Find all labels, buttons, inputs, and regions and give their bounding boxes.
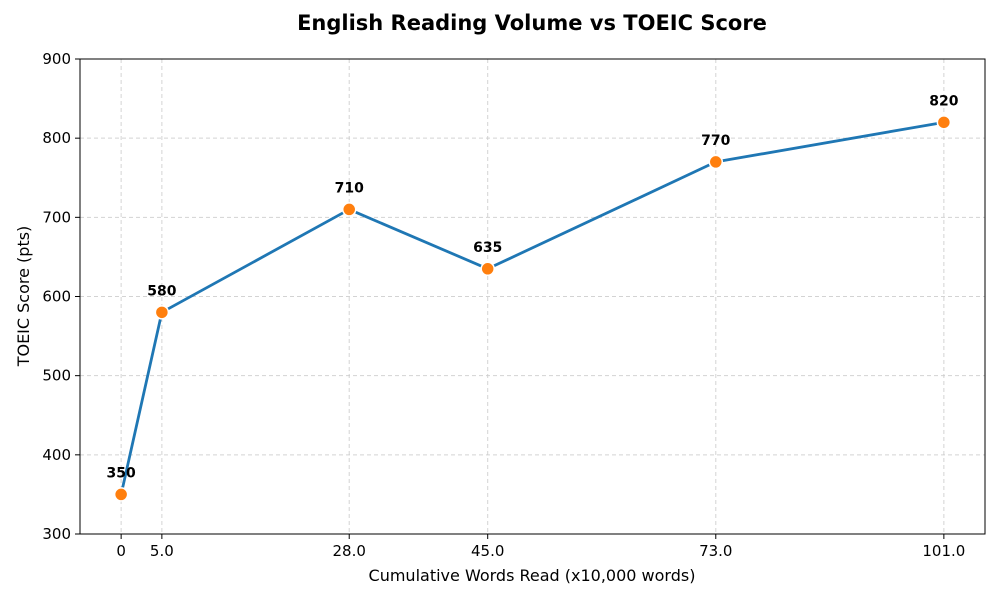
y-tick-label: 900 (42, 50, 71, 68)
x-axis-ticks: 0 5.0 28.0 45.0 73.0 101.0 (116, 534, 965, 560)
data-point-label: 820 (929, 93, 958, 109)
x-tick-label: 28.0 (333, 542, 366, 560)
x-tick-label: 73.0 (699, 542, 732, 560)
data-point-marker (480, 261, 495, 277)
series-line-layer (119, 120, 945, 495)
data-point-marker (341, 202, 357, 217)
y-tick-label: 400 (42, 446, 71, 464)
y-tick-label: 500 (42, 367, 71, 385)
data-point-label: 770 (701, 133, 730, 149)
x-tick-label: 0 (116, 542, 126, 560)
data-label-layer: 350 580 710 635 770 820 (107, 93, 959, 481)
y-tick-label: 300 (42, 525, 71, 543)
data-point-label: 580 (147, 283, 176, 299)
y-axis-label: TOEIC Score (pts) (14, 226, 33, 368)
data-point-label: 635 (473, 240, 502, 256)
data-point-marker (708, 154, 724, 170)
x-axis-label: Cumulative Words Read (x10,000 words) (369, 566, 696, 585)
x-tick-label: 5.0 (150, 542, 174, 560)
x-tick-label: 45.0 (471, 542, 504, 560)
series-line (119, 120, 945, 495)
chart-title: English Reading Volume vs TOEIC Score (297, 11, 767, 35)
data-point-marker (113, 487, 129, 502)
x-tick-label: 101.0 (922, 542, 965, 560)
data-point-label: 350 (107, 465, 136, 481)
y-tick-label: 700 (42, 208, 71, 226)
marker-layer (113, 115, 952, 502)
data-point-marker (154, 305, 170, 320)
y-axis-ticks: 300 400 500 600 700 800 900 (42, 50, 80, 543)
grid (80, 58, 985, 535)
data-point-marker (936, 115, 952, 130)
data-point-label: 710 (335, 180, 364, 196)
y-tick-label: 600 (42, 288, 71, 306)
y-tick-label: 800 (42, 129, 71, 147)
